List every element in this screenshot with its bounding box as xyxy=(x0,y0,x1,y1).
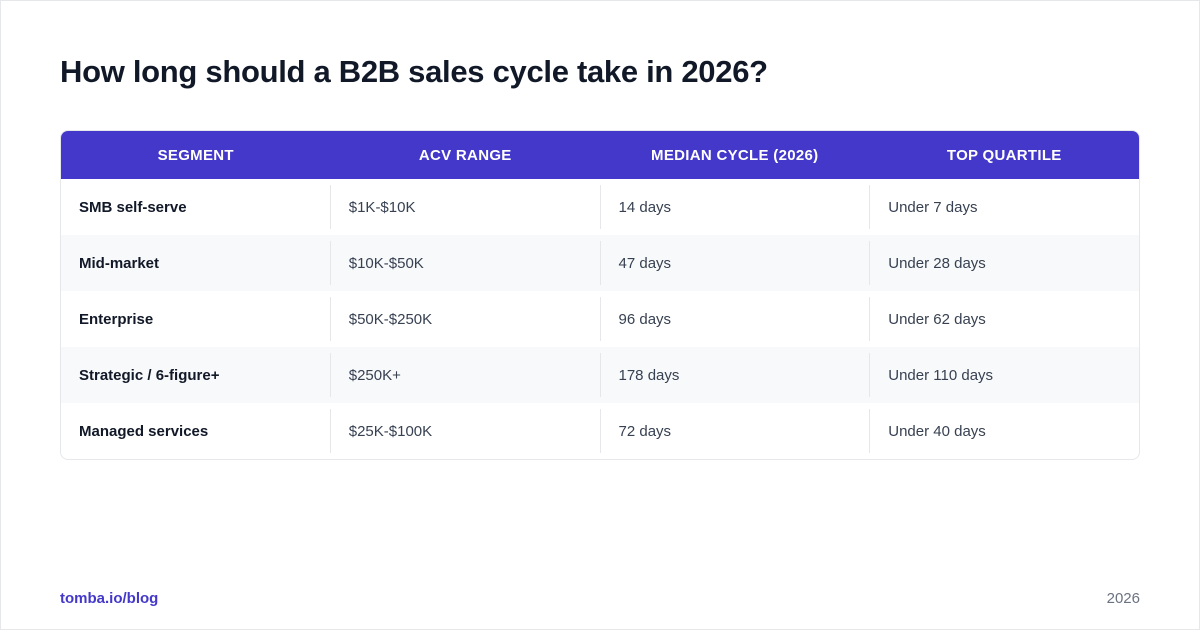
cell-segment: SMB self-serve xyxy=(79,198,187,216)
table-row: Managed services $25K-$100K 72 days Unde… xyxy=(61,403,1139,459)
header-segment: SEGMENT xyxy=(157,146,234,164)
header-top-quartile: TOP QUARTILE xyxy=(946,146,1062,164)
cell-acv-range: $250K+ xyxy=(329,353,600,397)
header-median-cycle: MEDIAN CYCLE (2026) xyxy=(651,146,819,164)
table-row: SMB self-serve $1K-$10K 14 days Under 7 … xyxy=(61,179,1139,235)
table-body: SMB self-serve $1K-$10K 14 days Under 7 … xyxy=(61,179,1139,459)
table-row: Strategic / 6-figure+ $250K+ 178 days Un… xyxy=(61,347,1139,403)
cell-top-quartile: Under 28 days xyxy=(869,241,1139,285)
cell-acv-range: $25K-$100K xyxy=(329,409,600,453)
cell-segment: Managed services xyxy=(79,422,209,440)
cell-top-quartile: Under 62 days xyxy=(869,297,1139,341)
cell-acv-range: $10K-$50K xyxy=(329,241,600,285)
cell-median-cycle: 72 days xyxy=(599,409,870,453)
cell-median-cycle: 96 days xyxy=(599,297,870,341)
cell-acv-range: $50K-$250K xyxy=(329,297,600,341)
page-title: How long should a B2B sales cycle take i… xyxy=(60,54,768,89)
cell-segment: Enterprise xyxy=(79,310,154,328)
cell-top-quartile: Under 40 days xyxy=(869,409,1139,453)
table-header: SEGMENT ACV RANGE MEDIAN CYCLE (2026) TO… xyxy=(61,131,1139,179)
cell-segment: Strategic / 6-figure+ xyxy=(79,366,220,384)
cell-median-cycle: 178 days xyxy=(599,353,870,397)
table-row: Mid-market $10K-$50K 47 days Under 28 da… xyxy=(61,235,1139,291)
cell-segment: Mid-market xyxy=(79,254,160,272)
header-acv-range: ACV RANGE xyxy=(418,146,512,164)
cell-top-quartile: Under 7 days xyxy=(869,185,1139,229)
footer-year: 2026 xyxy=(1106,590,1140,607)
cell-median-cycle: 14 days xyxy=(599,185,870,229)
cell-median-cycle: 47 days xyxy=(599,241,870,285)
cell-acv-range: $1K-$10K xyxy=(329,185,600,229)
sales-cycle-table: SEGMENT ACV RANGE MEDIAN CYCLE (2026) TO… xyxy=(60,130,1140,460)
cell-top-quartile: Under 110 days xyxy=(869,353,1139,397)
blog-link[interactable]: tomba.io/blog xyxy=(60,590,159,607)
table-row: Enterprise $50K-$250K 96 days Under 62 d… xyxy=(61,291,1139,347)
